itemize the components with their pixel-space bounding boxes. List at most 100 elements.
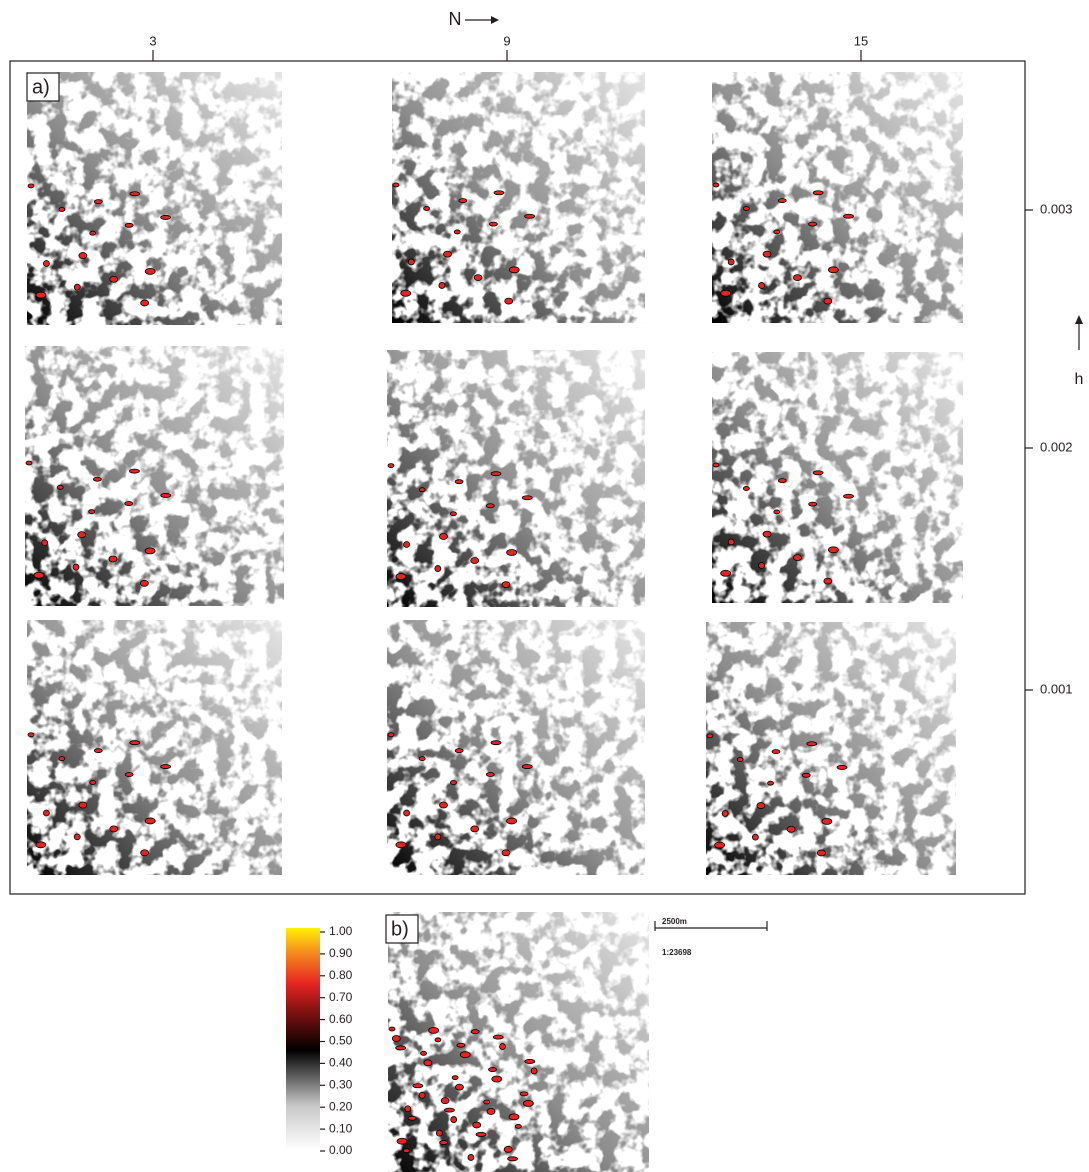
anomaly (706, 733, 714, 739)
anomaly (524, 1059, 536, 1064)
anomaly (816, 849, 826, 857)
anomaly (485, 772, 495, 777)
anomaly (440, 1097, 450, 1105)
anomaly (420, 1050, 427, 1056)
anomaly (439, 801, 448, 809)
right-axis-label: h (1075, 371, 1084, 388)
anomaly (521, 764, 533, 769)
top-axis-label: N (449, 9, 462, 29)
anomaly (88, 509, 96, 515)
anomaly (73, 283, 81, 291)
top-tick-label: 15 (854, 33, 868, 48)
anomaly (472, 1121, 482, 1129)
anomaly (124, 222, 134, 228)
anomaly (492, 1034, 504, 1040)
anomaly (508, 266, 520, 274)
anomaly (160, 764, 172, 769)
anomaly (435, 1129, 443, 1137)
colorbar-tick-label: 0.00 (329, 1143, 353, 1157)
anomaly (506, 549, 518, 556)
anomaly (109, 825, 119, 833)
anomaly (470, 557, 480, 564)
anomaly (144, 547, 156, 555)
anomaly (395, 1045, 407, 1051)
slice-image-fade (706, 622, 956, 875)
anomaly (459, 1051, 471, 1059)
anomaly (144, 817, 156, 825)
anomaly (470, 1029, 480, 1035)
anomaly (827, 546, 839, 554)
anomaly (92, 476, 102, 482)
anomaly (58, 207, 66, 212)
anomaly (801, 772, 811, 778)
anomaly (395, 573, 407, 580)
anomaly (451, 1075, 459, 1081)
anomaly (823, 577, 833, 585)
anomaly (124, 501, 134, 506)
colorbar-tick-label: 0.90 (329, 946, 353, 960)
anomaly (773, 229, 781, 235)
right-tick-label: 0.001 (1040, 681, 1073, 696)
anomaly (762, 250, 772, 258)
anomaly (756, 802, 766, 809)
anomaly (843, 493, 854, 499)
anomaly (395, 841, 407, 849)
anomaly (41, 539, 49, 547)
anomaly (773, 509, 781, 515)
anomaly (144, 267, 156, 275)
anomaly (727, 258, 735, 266)
colorbar-tick-label: 0.30 (329, 1077, 353, 1091)
colorbar (286, 928, 320, 1150)
anomaly (793, 554, 802, 562)
scale-distance: 2500m (662, 917, 687, 926)
anomaly (77, 531, 87, 539)
anomaly (507, 1156, 518, 1162)
anomaly (396, 1137, 408, 1145)
anomaly (407, 1115, 417, 1121)
anomaly (501, 581, 511, 588)
anomaly (392, 182, 400, 188)
anomaly (388, 1026, 396, 1032)
anomaly (812, 190, 824, 196)
top-tick-label: 3 (149, 33, 156, 48)
anomaly (387, 732, 395, 738)
anomaly (524, 213, 535, 219)
anomaly (767, 780, 774, 786)
anomaly (758, 562, 765, 569)
anomaly (821, 817, 833, 825)
anomaly (450, 1116, 458, 1123)
anomaly (458, 198, 468, 204)
anomaly (33, 571, 45, 579)
anomaly (78, 801, 88, 809)
slice-image-fade (27, 620, 282, 875)
panel-label-box (385, 914, 419, 944)
anomaly (387, 463, 395, 469)
anomaly (140, 849, 150, 857)
colorbar-tick-label: 0.70 (329, 990, 353, 1004)
colorbar-tick-label: 0.50 (329, 1034, 353, 1048)
anomaly (450, 511, 457, 517)
anomaly (714, 841, 726, 849)
anomaly (721, 810, 729, 817)
anomaly (490, 740, 502, 746)
colorbar-tick-label: 0.20 (329, 1099, 353, 1113)
h-arrow-head (1075, 315, 1083, 324)
anomaly (423, 206, 431, 211)
anomaly (43, 809, 50, 817)
slice-image-fade (712, 72, 963, 323)
anomaly (43, 260, 50, 267)
anomaly (467, 1154, 475, 1161)
anomaly (450, 780, 457, 785)
panel-a-frame (9, 60, 1026, 895)
anomaly (89, 230, 97, 236)
panel-label: b) (391, 918, 409, 940)
slice-image-fade (387, 350, 645, 607)
anomaly (72, 563, 80, 571)
anomaly (777, 198, 787, 204)
anomaly (418, 1091, 426, 1099)
colorbar-tick-label: 0.40 (329, 1056, 353, 1070)
anomaly (762, 530, 772, 538)
anomaly (78, 252, 88, 259)
anomaly (771, 749, 781, 755)
anomaly (129, 740, 141, 746)
